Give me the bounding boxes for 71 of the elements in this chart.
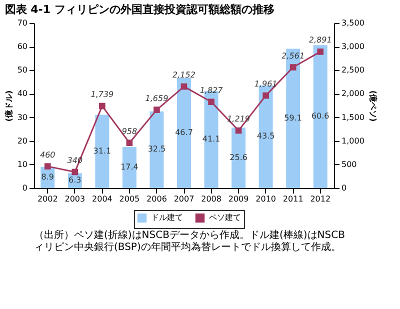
data-label: 43.5 [256, 132, 275, 141]
y2-tick-label: 2,500 [342, 66, 364, 75]
y-tick-label: 30 [17, 112, 28, 122]
data-label: 41.1 [202, 134, 220, 144]
data-label: 958 [122, 126, 138, 136]
data-label: 46.7 [175, 128, 193, 137]
point [208, 98, 214, 106]
point [44, 163, 51, 170]
y2-tick-label: 3,000 [342, 42, 364, 52]
bar [232, 128, 246, 188]
point [154, 106, 160, 113]
data-label: 8.9 [41, 172, 54, 182]
data-label: 460 [40, 150, 56, 160]
y-tick-label: 20 [17, 136, 28, 146]
point [262, 92, 269, 99]
y-tick-label: 40 [17, 89, 28, 98]
y-tick-label: 60 [17, 42, 28, 52]
bar [95, 114, 110, 188]
point [72, 168, 78, 176]
data-label: 6.3 [68, 176, 82, 185]
data-label: 2,152 [172, 70, 196, 80]
legend-label: ドル建て [151, 213, 183, 222]
text: ィリピン中央銀行(BSP)の年間平均為替レートでドル換算して作成。 [34, 241, 341, 253]
legend-label: ペソ建て [209, 213, 241, 222]
data-label: 1,827 [200, 86, 224, 95]
y2-tick-label: 1,000 [342, 136, 364, 146]
point [290, 64, 296, 70]
data-label: 2,561 [282, 51, 305, 60]
bar [150, 111, 164, 188]
y-tick-label: 70 [17, 18, 28, 28]
data-label: 31.1 [93, 146, 112, 156]
point [180, 83, 188, 90]
data-label: 60.6 [311, 112, 330, 121]
data-label: 59.1 [284, 113, 302, 122]
y2-axis-title: (億ペソ) [368, 90, 378, 122]
data-label: 25.6 [230, 152, 248, 162]
point [99, 102, 106, 110]
y-tick-label: 10 [17, 160, 28, 169]
bar [122, 146, 136, 188]
data-label: 1,659 [145, 94, 168, 103]
x-tick-label: 2009 [228, 194, 249, 204]
x-tick-label: 2008 [201, 194, 222, 204]
data-label: 1,739 [90, 90, 114, 100]
data-label: 17.4 [120, 162, 138, 172]
data-label: 1,961 [254, 80, 278, 89]
bar [177, 78, 191, 188]
point [235, 127, 242, 134]
bar [313, 45, 328, 188]
y2-tick-label: 2,000 [342, 89, 364, 98]
point [126, 140, 133, 146]
x-tick-label: 2010 [256, 194, 276, 204]
x-tick-label: 2012 [310, 194, 331, 204]
x-tick-label: 2011 [282, 194, 304, 204]
y-tick-label: 50 [17, 66, 28, 75]
data-label: 32.5 [148, 144, 166, 154]
y2-tick-label: 1,500 [342, 112, 364, 122]
x-tick-label: 2004 [92, 194, 112, 204]
y2-tick-label: 3,500 [342, 18, 364, 28]
data-label: 2,891 [308, 36, 332, 45]
y-axis-title: (億ドル) [4, 90, 14, 122]
chart-title: 図表 4-1 フィリピンの外国直接投資認可額総額の推移 [4, 3, 274, 16]
text: （出所）ペソ建(折線)はNSCBデータから作成。ドル建(棒線)はNSCB [34, 229, 346, 241]
x-tick-label: 2002 [37, 194, 58, 204]
y2-tick-label: 500 [342, 160, 357, 169]
x-tick-label: 2003 [64, 194, 86, 204]
x-tick-label: 2006 [146, 194, 167, 204]
y-tick-label: 0 [22, 184, 28, 192]
x-tick-label: 2005 [119, 194, 140, 204]
y2-tick-label: 0 [342, 184, 347, 192]
point [317, 48, 324, 55]
x-tick-label: 2007 [174, 194, 194, 204]
